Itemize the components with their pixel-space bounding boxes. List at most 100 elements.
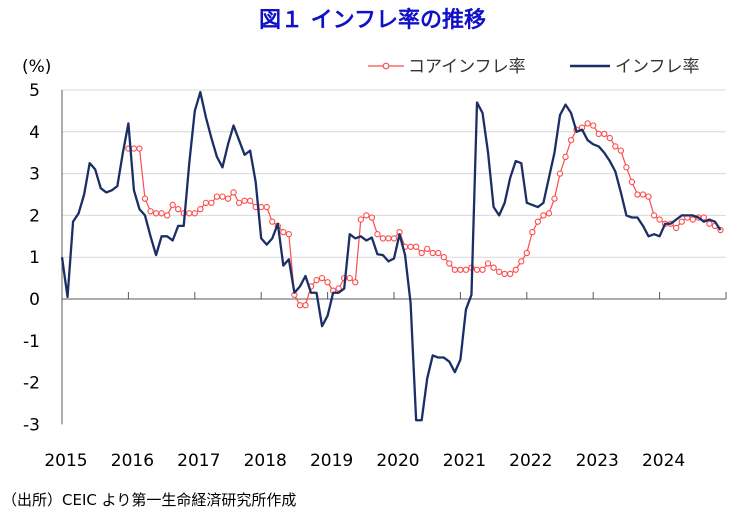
core-data-point <box>462 266 470 273</box>
core-data-point <box>507 270 514 278</box>
core-data-point <box>357 216 364 223</box>
core-data-point <box>346 274 353 282</box>
core-data-point <box>601 130 608 138</box>
core-data-point <box>186 210 193 217</box>
core-data-point <box>650 212 658 219</box>
core-data-point <box>623 164 630 171</box>
core-series-line <box>128 122 721 306</box>
core-data-point <box>700 214 708 221</box>
core-data-point <box>230 189 237 196</box>
core-data-point <box>612 143 619 150</box>
core-data-point <box>147 208 154 215</box>
y-tick-label: 0 <box>29 290 40 310</box>
core-data-point <box>451 266 459 273</box>
core-data-point <box>484 260 492 267</box>
legend-core-marker-icon <box>382 62 390 70</box>
x-tick-label: 2023 <box>576 451 619 471</box>
y-tick-label: 2 <box>29 206 40 226</box>
core-data-point <box>435 249 442 257</box>
y-tick-label: -3 <box>23 415 40 435</box>
core-data-point <box>656 216 663 223</box>
core-data-point <box>518 258 525 265</box>
chart-title: 図１ インフレ率の推移 <box>259 8 486 33</box>
core-data-point <box>678 218 685 225</box>
x-tick-label: 2017 <box>177 451 220 471</box>
core-data-point <box>457 266 464 273</box>
core-data-point <box>595 130 602 138</box>
legend-headline-label: インフレ率 <box>615 57 700 77</box>
x-tick-label: 2019 <box>310 451 353 471</box>
core-data-point <box>590 122 597 129</box>
x-tick-label: 2022 <box>509 451 552 471</box>
core-data-point <box>473 266 481 273</box>
y-tick-label: -2 <box>23 374 40 394</box>
core-data-point <box>280 228 287 236</box>
core-data-point <box>224 195 232 202</box>
core-data-point <box>556 170 564 177</box>
core-data-point <box>269 218 276 225</box>
y-tick-label: 4 <box>29 123 40 143</box>
core-data-point <box>285 231 293 238</box>
core-data-point <box>141 195 149 202</box>
core-data-point <box>130 145 138 152</box>
y-tick-label: 5 <box>29 81 40 101</box>
core-data-point <box>617 147 625 154</box>
core-data-point <box>379 235 387 242</box>
core-data-point <box>152 210 160 217</box>
core-data-point <box>501 270 508 278</box>
core-data-point <box>562 153 569 161</box>
core-data-point <box>412 243 420 250</box>
legend-core-label: コアインフレ率 <box>408 57 526 77</box>
core-data-point <box>512 266 519 273</box>
core-data-point <box>158 210 165 217</box>
core-data-point <box>429 249 436 257</box>
core-data-point <box>706 220 713 227</box>
core-data-point <box>534 218 542 225</box>
core-data-point <box>313 277 320 284</box>
core-data-point <box>296 302 304 309</box>
core-data-point <box>352 279 359 286</box>
x-tick-label: 2020 <box>376 451 419 471</box>
core-data-point <box>567 137 575 144</box>
core-data-point <box>689 216 696 223</box>
x-tick-label: 2018 <box>244 451 287 471</box>
core-data-point <box>523 249 530 257</box>
core-data-point <box>191 210 198 217</box>
core-data-point <box>529 228 536 236</box>
legend: コアインフレ率 インフレ率 <box>368 57 700 77</box>
y-tick-label: -1 <box>23 332 40 352</box>
core-data-point <box>335 285 342 292</box>
core-data-point <box>634 191 641 198</box>
core-data-point <box>374 231 381 238</box>
core-data-point <box>385 235 392 242</box>
core-data-point <box>263 203 270 211</box>
core-data-point <box>318 274 326 282</box>
x-tick-label: 2021 <box>443 451 486 471</box>
core-data-point <box>479 266 486 273</box>
core-data-point <box>390 235 398 242</box>
core-data-point <box>197 205 204 213</box>
core-data-point <box>446 260 453 267</box>
core-data-point <box>368 214 376 221</box>
core-data-point <box>584 120 591 127</box>
core-data-point <box>136 145 143 152</box>
y-tick-label: 1 <box>29 248 40 268</box>
core-data-point <box>628 178 636 186</box>
core-data-point <box>208 199 215 207</box>
core-data-point <box>495 268 503 275</box>
core-data-point <box>246 197 254 204</box>
core-data-point <box>540 212 547 219</box>
core-data-point <box>545 210 553 217</box>
source-note: （出所）CEIC より第一生命経済研究所作成 <box>2 491 297 509</box>
core-data-point <box>490 264 497 271</box>
core-data-point <box>302 302 309 309</box>
y-axis-label: (%) <box>22 57 51 77</box>
core-data-point <box>639 191 647 198</box>
core-data-point <box>219 193 226 200</box>
core-data-point <box>175 205 182 213</box>
core-data-point <box>551 195 558 202</box>
core-data-point <box>241 197 248 204</box>
x-tick-label: 2016 <box>111 451 154 471</box>
core-data-point <box>169 201 176 209</box>
